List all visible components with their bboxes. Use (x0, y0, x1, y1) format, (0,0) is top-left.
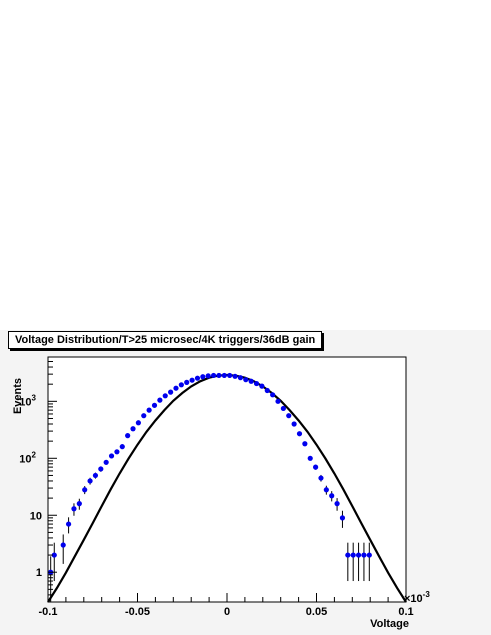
data-point (178, 382, 184, 388)
y-tick-label-exp: 2 (32, 450, 37, 459)
data-point (168, 389, 174, 395)
y-tick-label-base: 10 (19, 396, 31, 408)
y-tick-label-base: 10 (19, 453, 31, 465)
y-axis-title: Events (12, 378, 24, 414)
data-point (210, 372, 217, 379)
data-point (291, 421, 297, 427)
data-marks (47, 372, 407, 603)
data-point (125, 433, 131, 439)
data-point (194, 375, 201, 381)
data-point (162, 393, 168, 399)
data-point (227, 372, 233, 379)
data-point (253, 380, 260, 387)
data-point (270, 392, 276, 398)
data-point (157, 397, 163, 403)
y-tick-label: 10 (30, 510, 42, 522)
data-point (71, 506, 77, 512)
y-tick-label: 1 (36, 567, 42, 579)
data-point (184, 379, 190, 385)
data-point (87, 478, 93, 484)
x-tick-label: 0.05 (306, 606, 327, 618)
data-point (200, 374, 206, 380)
data-point (103, 459, 109, 465)
data-point (329, 493, 335, 499)
data-point (119, 444, 125, 450)
x-tick-label: -0.1 (39, 606, 58, 618)
plot-frame (47, 356, 407, 603)
data-point (259, 383, 265, 389)
data-point (275, 398, 281, 404)
data-point (216, 372, 222, 379)
data-point (280, 405, 286, 412)
y-tick-label-exp: 3 (32, 393, 37, 402)
data-point (98, 466, 104, 472)
data-point (318, 475, 324, 481)
data-point (302, 441, 308, 447)
data-point (108, 453, 115, 459)
data-point (51, 552, 57, 558)
data-point (135, 420, 141, 426)
x-axis-multiplier-base: ×10 (404, 593, 423, 605)
fit-curve (47, 373, 407, 603)
x-tick-label: 0.1 (398, 606, 413, 618)
data-point (114, 449, 120, 455)
x-tick-label: 0 (224, 606, 230, 618)
data-point (151, 402, 158, 408)
data-point (350, 552, 356, 558)
x-axis-title: Voltage (370, 618, 409, 630)
data-point (146, 407, 152, 413)
data-point (286, 413, 292, 419)
data-point (130, 426, 136, 432)
data-point (92, 472, 99, 479)
data-point (323, 487, 329, 493)
data-point (334, 501, 340, 507)
data-point (361, 552, 367, 558)
x-axis-multiplier: ×10-3 (404, 590, 430, 605)
data-point (345, 552, 351, 558)
y-tick-label: 103 (19, 393, 36, 408)
data-point (243, 377, 249, 383)
data-point (60, 542, 66, 548)
data-point (355, 552, 362, 558)
data-point (307, 455, 313, 461)
data-point (296, 431, 303, 437)
data-point (366, 552, 372, 558)
data-point (232, 373, 238, 379)
data-point (264, 387, 270, 394)
data-point (65, 521, 72, 527)
data-point (237, 375, 244, 381)
data-point (173, 385, 179, 391)
chart-title: Voltage Distribution/T>25 microsec/4K tr… (8, 331, 323, 349)
data-point (141, 413, 147, 419)
data-point (339, 515, 346, 521)
data-point (248, 378, 254, 384)
x-tick-label: -0.05 (125, 606, 150, 618)
data-point (76, 501, 82, 507)
data-point (82, 487, 88, 493)
data-point (221, 372, 227, 379)
x-axis-multiplier-exp: -3 (423, 590, 431, 599)
y-tick-label: 102 (19, 450, 36, 465)
data-point (313, 464, 319, 470)
data-point (205, 373, 211, 379)
data-point (189, 377, 195, 383)
